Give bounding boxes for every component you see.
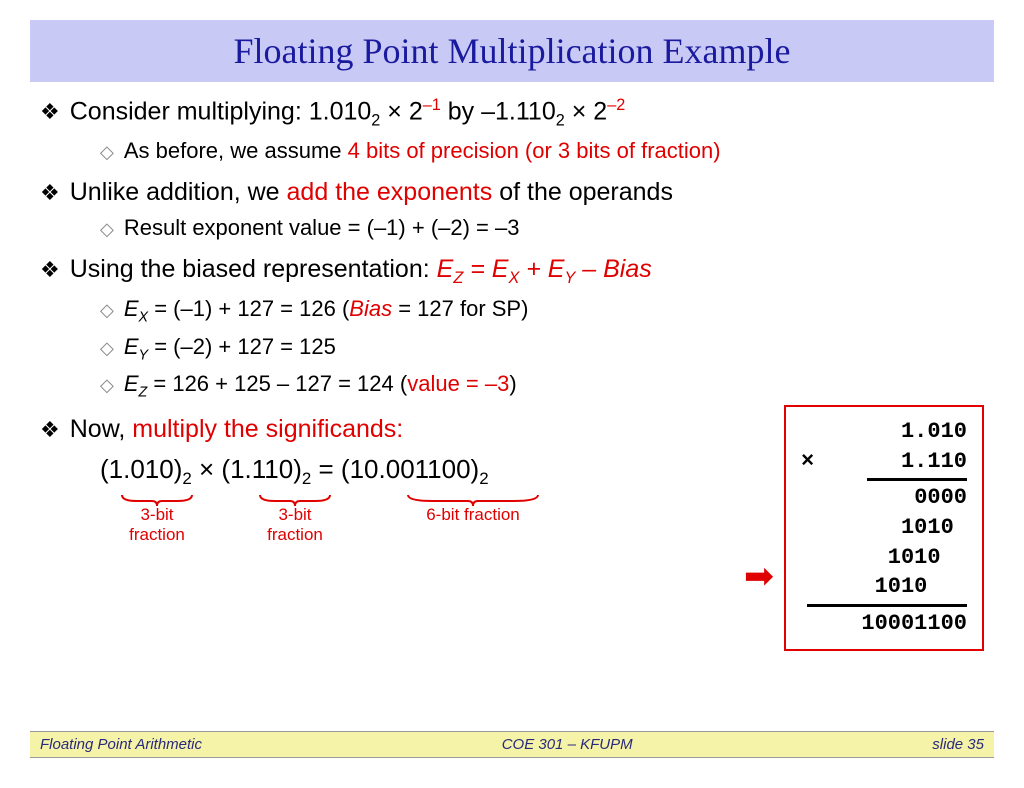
text: Now,	[70, 415, 133, 443]
slide-footer: Floating Point Arithmetic COE 301 – KFUP…	[30, 731, 994, 758]
text: = 127 for SP)	[392, 296, 528, 321]
text-highlight: 4 bits of precision (or 3 bits of fracti…	[348, 138, 721, 163]
subscript: 2	[556, 111, 565, 129]
brace-label: 3-bit fraction	[250, 505, 340, 545]
text: Unlike addition, we	[70, 178, 287, 206]
var: – Bias	[575, 255, 651, 283]
bullet-text: Using the biased representation: EZ = EX…	[70, 255, 652, 288]
diamond-icon: ❖	[40, 417, 60, 443]
var: E	[124, 371, 139, 396]
var: E	[124, 296, 139, 321]
bullet-assume: ◇ As before, we assume 4 bits of precisi…	[100, 138, 984, 164]
mult-result: 10001100	[801, 609, 967, 639]
diamond-icon: ❖	[40, 99, 60, 125]
superscript: –2	[607, 96, 625, 114]
eq-operand: × (1.110)	[192, 454, 302, 484]
brace-3: 6-bit fraction	[398, 493, 548, 525]
brace-2: 3-bit fraction	[250, 493, 340, 545]
text-highlight: Bias	[349, 296, 392, 321]
subscript: 2	[182, 469, 191, 488]
bullet-text: Unlike addition, we add the exponents of…	[70, 178, 673, 207]
mult-operand1: 1.010	[801, 417, 967, 447]
footer-left: Floating Point Arithmetic	[40, 736, 202, 753]
rule-line	[867, 478, 967, 481]
subscript: Y	[139, 347, 149, 363]
footer-right: slide 35	[932, 736, 984, 753]
text-highlight: multiply the significands:	[132, 415, 403, 443]
subscript: Y	[564, 269, 575, 287]
bullet-text: Now, multiply the significands:	[70, 415, 404, 444]
mult-partial: 0000	[801, 483, 967, 513]
eq-result: = (10.001100)	[311, 454, 479, 484]
mult-partial: 1010	[801, 572, 967, 602]
text: = (–2) + 127 = 125	[148, 334, 336, 359]
var: E	[437, 255, 454, 283]
eq-operand: (1.010)	[100, 454, 182, 484]
brace-label: 6-bit fraction	[398, 505, 548, 525]
subscript: 2	[302, 469, 311, 488]
diamond-open-icon: ◇	[100, 219, 114, 240]
text-highlight: add the exponents	[287, 178, 493, 206]
text: × 2	[565, 97, 607, 125]
subscript: X	[139, 310, 149, 326]
mult-partial: 1010	[801, 543, 967, 573]
bullet-text: EY = (–2) + 127 = 125	[124, 334, 336, 363]
text: = (–1) + 127 = 126 (	[148, 296, 349, 321]
bullet-text: EZ = 126 + 125 – 127 = 124 (value = –3)	[124, 371, 517, 400]
diamond-open-icon: ◇	[100, 375, 114, 396]
text: by –1.110	[441, 97, 556, 125]
bullet-text: Consider multiplying: 1.0102 × 2–1 by –1…	[70, 96, 626, 130]
title-bar: Floating Point Multiplication Example	[30, 20, 994, 82]
brace-1: 3-bit fraction	[112, 493, 202, 545]
var: = E	[463, 255, 508, 283]
mult-partial: 1010	[801, 513, 967, 543]
bullet-consider: ❖ Consider multiplying: 1.0102 × 2–1 by …	[40, 96, 984, 130]
bullet-biased: ❖ Using the biased representation: EZ = …	[40, 255, 984, 288]
subscript: 2	[479, 469, 488, 488]
footer-center: COE 301 – KFUPM	[502, 736, 633, 753]
subscript: Z	[139, 385, 148, 401]
subscript: Z	[453, 269, 463, 287]
bullet-ey: ◇ EY = (–2) + 127 = 125	[100, 334, 984, 363]
text: = 126 + 125 – 127 = 124 (	[147, 371, 407, 396]
multiplication-work: 1.010 ×1.110 0000 1010 1010 1010 1000110…	[784, 405, 984, 651]
var: E	[124, 334, 139, 359]
text: Using the biased representation:	[70, 255, 437, 283]
diamond-open-icon: ◇	[100, 338, 114, 359]
diamond-icon: ❖	[40, 180, 60, 206]
slide-title: Floating Point Multiplication Example	[30, 30, 994, 72]
superscript: –1	[423, 96, 441, 114]
brace-label: 3-bit fraction	[112, 505, 202, 545]
bullet-text: As before, we assume 4 bits of precision…	[124, 138, 721, 164]
bullet-unlike: ❖ Unlike addition, we add the exponents …	[40, 178, 984, 207]
bullet-text: Result exponent value = (–1) + (–2) = –3	[124, 215, 520, 241]
bullet-ez: ◇ EZ = 126 + 125 – 127 = 124 (value = –3…	[100, 371, 984, 400]
bullet-result-exp: ◇ Result exponent value = (–1) + (–2) = …	[100, 215, 984, 241]
rule-line	[807, 604, 967, 607]
var: + E	[519, 255, 564, 283]
bullet-ex: ◇ EX = (–1) + 127 = 126 (Bias = 127 for …	[100, 296, 984, 325]
text: × 2	[380, 97, 422, 125]
text: )	[509, 371, 516, 396]
text: of the operands	[492, 178, 673, 206]
bullet-text: EX = (–1) + 127 = 126 (Bias = 127 for SP…	[124, 296, 529, 325]
mult-operand2: ×1.110	[801, 447, 967, 477]
subscript: 2	[371, 111, 380, 129]
text: As before, we assume	[124, 138, 348, 163]
text-highlight: value = –3	[407, 371, 509, 396]
arrow-right-icon: ➡	[744, 555, 774, 597]
subscript: X	[508, 269, 519, 287]
text: Consider multiplying: 1.010	[70, 97, 372, 125]
diamond-open-icon: ◇	[100, 300, 114, 321]
diamond-open-icon: ◇	[100, 142, 114, 163]
diamond-icon: ❖	[40, 257, 60, 283]
